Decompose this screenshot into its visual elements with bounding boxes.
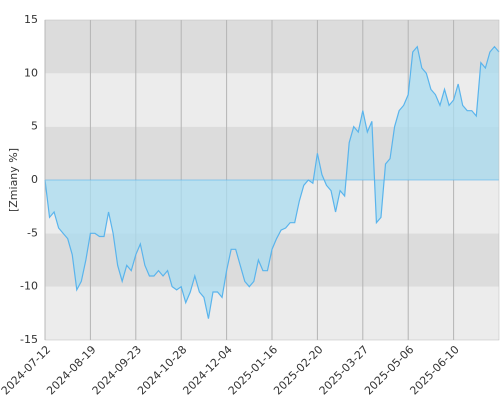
y-tick-label: 15: [24, 13, 38, 26]
plot-border: [44, 19, 500, 341]
y-tick-label: 5: [31, 120, 38, 133]
y-axis-label: [Zmiany %]: [7, 148, 20, 212]
y-tick-label: 10: [24, 66, 38, 79]
y-tick-label: 0: [31, 173, 38, 186]
y-tick-label: -10: [20, 280, 38, 293]
line: [44, 45, 500, 319]
y-tick-label: -15: [20, 333, 38, 346]
area-fill: [45, 46, 499, 319]
x-tick-label: 2025-06-10: [407, 343, 461, 397]
y-tick-label: -5: [27, 226, 38, 239]
